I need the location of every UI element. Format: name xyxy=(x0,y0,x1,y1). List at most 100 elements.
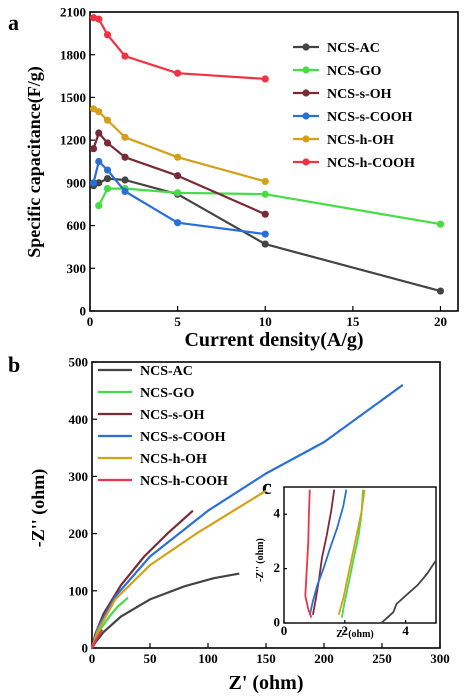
series-line-ncs-ac xyxy=(380,559,437,624)
legend-label: NCS-h-OH xyxy=(327,133,394,148)
series-line-ncs-h-oh xyxy=(337,489,366,616)
data-point-ncs-go xyxy=(174,189,182,197)
data-point-ncs-h-oh xyxy=(89,105,98,113)
legend-label: NCS-h-OH xyxy=(140,452,207,467)
data-point-ncs-s-oh xyxy=(121,153,129,161)
panel-a-ylabel: Specific capacitance(F/g) xyxy=(24,66,45,257)
ytick-label: 1800 xyxy=(60,47,86,62)
legend-label: NCS-GO xyxy=(327,64,382,79)
legend-marker xyxy=(302,135,310,143)
xtick-label: 250 xyxy=(372,651,392,666)
data-point-ncs-h-cooh xyxy=(95,15,103,23)
ytick-label: 0 xyxy=(82,641,89,656)
legend-marker xyxy=(302,112,310,120)
ytick-label: 2 xyxy=(274,560,281,575)
ytick-label: 1500 xyxy=(60,90,86,105)
xtick-label: 20 xyxy=(434,314,447,329)
panel-a-xlabel: Current density(A/g) xyxy=(184,329,363,351)
legend-label: NCS-s-OH xyxy=(140,408,205,423)
series-line-ncs-s-cooh xyxy=(308,489,348,616)
xtick-label: 200 xyxy=(314,651,334,666)
data-point-ncs-s-oh xyxy=(103,139,112,147)
ytick-label: 200 xyxy=(69,526,89,541)
data-point-ncs-h-oh xyxy=(261,177,269,186)
data-point-ncs-ac xyxy=(436,287,445,295)
legend-label: NCS-AC xyxy=(140,364,193,379)
data-point-ncs-ac xyxy=(103,174,112,183)
data-point-ncs-go xyxy=(261,190,269,198)
legend-marker xyxy=(302,89,310,97)
xtick-label: 100 xyxy=(198,651,218,666)
series-line-ncs-s-cooh xyxy=(92,160,266,236)
data-point-ncs-h-cooh xyxy=(121,52,129,60)
xtick-label: 2 xyxy=(342,623,349,638)
data-point-ncs-h-cooh xyxy=(261,75,269,83)
data-point-ncs-s-cooh xyxy=(89,179,98,187)
legend-label: NCS-GO xyxy=(140,386,195,401)
series-line-ncs-h-oh xyxy=(90,489,267,649)
data-point-ncs-h-cooh xyxy=(103,31,112,39)
legend-label: NCS-s-OH xyxy=(327,87,392,102)
legend-label: NCS-s-COOH xyxy=(140,430,226,445)
legend-label: NCS-h-COOH xyxy=(327,156,415,171)
ytick-label: 900 xyxy=(67,175,87,190)
inset-c-xlabel: Z' (ohm) xyxy=(336,629,374,640)
data-point-ncs-h-oh xyxy=(103,116,112,124)
ytick-label: 100 xyxy=(69,583,89,598)
series-line-ncs-h-cooh xyxy=(304,489,313,618)
data-point-ncs-ac xyxy=(261,240,269,248)
series-line-ncs-s-cooh xyxy=(90,384,404,649)
data-point-ncs-h-oh xyxy=(121,133,129,141)
xtick-label: 15 xyxy=(346,314,360,329)
inset-c-ylabel: -Z'' (ohm) xyxy=(255,538,266,582)
data-point-ncs-s-cooh xyxy=(121,187,129,195)
panel-b-xlabel: Z' (ohm) xyxy=(229,672,304,694)
data-point-ncs-s-cooh xyxy=(174,219,182,227)
panel-b-ylabel: -Z'' (ohm) xyxy=(28,469,49,548)
data-point-ncs-go xyxy=(103,184,112,193)
legend-label: NCS-h-COOH xyxy=(140,474,228,489)
ytick-label: 500 xyxy=(69,355,89,370)
xtick-label: 150 xyxy=(256,651,276,666)
xtick-label: 0 xyxy=(87,314,94,329)
data-point-ncs-h-cooh xyxy=(174,69,182,77)
panel-a-plot-frame xyxy=(89,11,459,312)
xtick-label: 300 xyxy=(430,651,450,666)
data-point-ncs-s-cooh xyxy=(95,157,103,166)
xtick-label: 0 xyxy=(89,651,96,666)
ytick-label: 400 xyxy=(69,412,89,427)
ytick-label: 0 xyxy=(80,304,87,319)
xtick-label: 10 xyxy=(259,314,272,329)
legend-marker xyxy=(302,158,310,166)
legend-marker xyxy=(302,66,310,74)
ytick-label: 4 xyxy=(274,506,281,521)
ytick-label: 600 xyxy=(67,218,87,233)
series-line-ncs-h-cooh xyxy=(93,16,266,80)
panel-a-label: a xyxy=(8,10,19,35)
series-line-ncs-s-oh xyxy=(312,489,336,615)
legend-label: NCS-s-COOH xyxy=(327,110,413,125)
series-line-ncs-h-oh xyxy=(92,107,266,183)
data-point-ncs-s-cooh xyxy=(103,166,112,174)
data-point-ncs-ac xyxy=(121,176,129,184)
ytick-label: 300 xyxy=(69,469,89,484)
data-point-ncs-go xyxy=(95,202,103,210)
legend-label: NCS-AC xyxy=(327,41,380,56)
data-point-ncs-s-oh xyxy=(95,129,103,137)
data-point-ncs-s-oh xyxy=(261,210,269,218)
panel-b-label: b xyxy=(8,352,20,377)
data-point-ncs-go xyxy=(436,220,445,228)
xtick-label: 50 xyxy=(144,651,157,666)
data-point-ncs-s-oh xyxy=(89,145,98,153)
ytick-label: 0 xyxy=(274,615,281,630)
data-point-ncs-s-cooh xyxy=(261,230,269,238)
xtick-label: 5 xyxy=(174,314,181,329)
legend-marker xyxy=(302,43,310,51)
ytick-label: 2100 xyxy=(60,5,86,20)
data-point-ncs-s-oh xyxy=(174,172,182,180)
ytick-label: 300 xyxy=(67,261,87,276)
series-line-ncs-h-cooh xyxy=(91,629,104,649)
xtick-label: 4 xyxy=(402,623,409,638)
data-point-ncs-h-oh xyxy=(95,108,103,116)
